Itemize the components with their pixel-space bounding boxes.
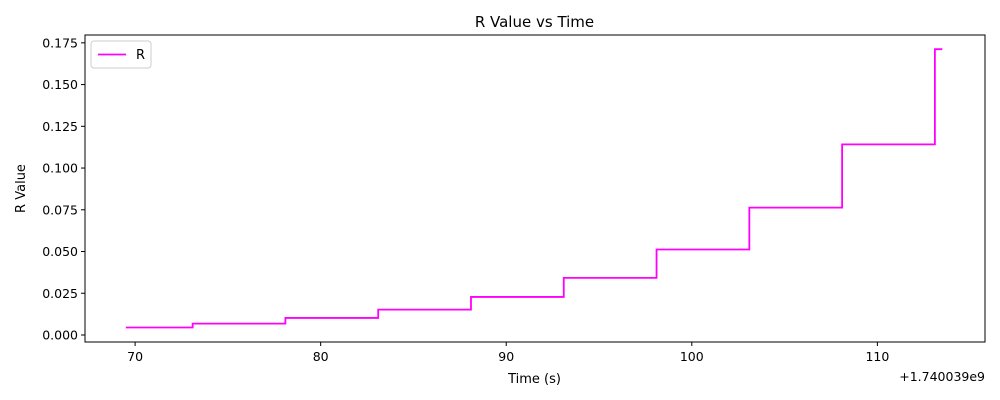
y-tick-label: 0.050 <box>42 244 78 259</box>
y-tick-label: 0.075 <box>42 202 78 217</box>
y-axis-label: R Value <box>14 164 29 213</box>
series-layer <box>125 48 943 329</box>
x-tick-label: 80 <box>313 349 329 364</box>
x-offset-label: +1.740039e9 <box>899 369 985 384</box>
y-tick-label: 0.025 <box>42 286 78 301</box>
legend-label-r: R <box>136 48 145 63</box>
x-tick-label: 100 <box>680 349 704 364</box>
legend: R <box>90 40 152 69</box>
chart-title: R Value vs Time <box>475 13 594 31</box>
plot-frame <box>84 34 986 343</box>
y-axis: 0.000 0.025 0.050 0.075 0.100 0.125 0.150 0.175 <box>42 35 85 342</box>
x-axis-label: Time (s) <box>507 372 561 387</box>
x-tick-label: 70 <box>127 349 143 364</box>
y-tick-label: 0.150 <box>42 77 78 92</box>
y-tick-label: 0.000 <box>42 327 78 342</box>
y-tick-label: 0.100 <box>42 161 78 176</box>
x-tick-label: 90 <box>498 349 514 364</box>
y-tick-label: 0.125 <box>42 119 78 134</box>
x-tick-label: 110 <box>865 349 889 364</box>
series-line-r <box>125 48 943 329</box>
y-tick-label: 0.175 <box>42 35 78 50</box>
x-axis: 70 80 90 100 110 <box>127 342 889 364</box>
